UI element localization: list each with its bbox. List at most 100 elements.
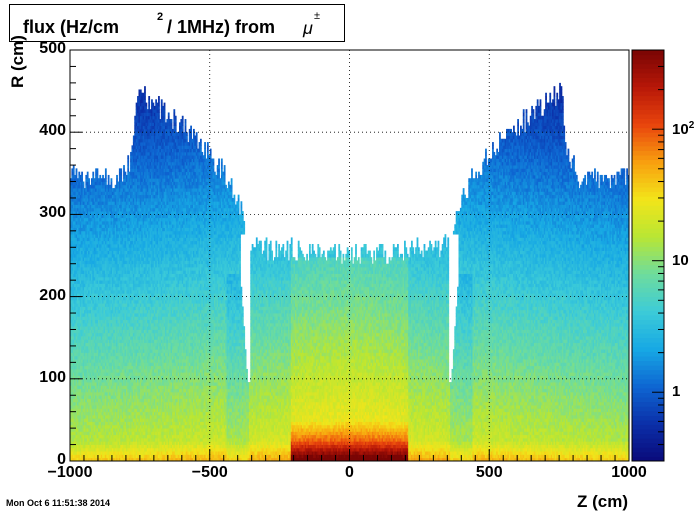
heatmap-cell <box>107 336 110 340</box>
heatmap-cell <box>92 421 95 426</box>
heatmap-cell <box>95 257 97 261</box>
heatmap-cell <box>83 411 86 416</box>
heatmap-cell <box>78 437 81 442</box>
heatmap-cell <box>90 201 93 205</box>
heatmap-cell <box>97 220 100 225</box>
heatmap-cell <box>82 332 85 337</box>
heatmap-cell <box>72 362 75 367</box>
heatmap-cell <box>74 247 76 251</box>
heatmap-cell <box>95 395 97 399</box>
heatmap-cell <box>76 253 79 258</box>
heatmap-cell <box>88 457 90 462</box>
heatmap-cell <box>71 299 74 304</box>
heatmap-cell <box>82 293 85 297</box>
heatmap-cell <box>92 174 95 179</box>
heatmap-cell <box>83 362 86 367</box>
heatmap-cell <box>100 286 103 291</box>
heatmap-cell <box>85 181 88 186</box>
heatmap-cell <box>76 454 79 459</box>
heatmap-cell <box>96 421 99 426</box>
heatmap-cell <box>90 418 93 422</box>
heatmap-cell <box>88 451 90 455</box>
heatmap-cell <box>82 273 85 278</box>
heatmap-cell <box>103 290 106 294</box>
heatmap-cell <box>100 352 103 357</box>
heatmap-cell <box>79 365 82 370</box>
heatmap-cell <box>102 191 104 196</box>
heatmap-cell <box>90 263 93 268</box>
heatmap-cell <box>78 276 81 281</box>
heatmap-cell <box>104 349 107 353</box>
heatmap-cell <box>93 345 96 350</box>
heatmap-cell <box>99 253 102 258</box>
heatmap-cell <box>99 224 102 228</box>
heatmap-cell <box>89 365 92 370</box>
heatmap-cell <box>99 339 102 344</box>
heatmap-cell <box>102 339 104 344</box>
heatmap-cell <box>76 273 79 278</box>
heatmap-cell <box>75 263 78 268</box>
heatmap-cell <box>99 355 102 360</box>
heatmap-cell <box>90 414 93 419</box>
heatmap-cell <box>83 365 86 370</box>
heatmap-cell <box>92 184 95 189</box>
heatmap-cell <box>95 234 97 238</box>
heatmap-cell <box>76 359 79 363</box>
heatmap-cell <box>81 211 83 215</box>
heatmap-cell <box>86 234 89 238</box>
heatmap-cell <box>95 214 97 219</box>
heatmap-cell <box>104 342 107 347</box>
heatmap-cell <box>95 457 97 462</box>
heatmap-cell <box>76 372 79 376</box>
heatmap-cell <box>74 411 76 416</box>
heatmap-cell <box>93 408 96 413</box>
heatmap-cell <box>83 332 86 337</box>
heatmap-cell <box>70 454 72 459</box>
heatmap-cell <box>95 332 97 337</box>
heatmap-cell <box>103 352 106 357</box>
heatmap-cell <box>104 263 107 268</box>
heatmap-cell <box>110 424 113 429</box>
heatmap-cell <box>86 414 89 419</box>
heatmap-cell <box>81 454 83 459</box>
heatmap-cell <box>86 447 89 452</box>
heatmap-cell <box>72 414 75 419</box>
heatmap-cell <box>83 257 86 261</box>
heatmap-cell <box>100 431 103 436</box>
heatmap-cell <box>92 441 95 445</box>
heatmap-cell <box>90 194 93 199</box>
heatmap-cell <box>96 306 99 311</box>
heatmap-cell <box>74 234 76 238</box>
heatmap-cell <box>109 230 111 235</box>
heatmap-cell <box>96 303 99 307</box>
heatmap-cell <box>89 207 92 212</box>
heatmap-cell <box>103 181 106 186</box>
heatmap-cell <box>79 250 82 255</box>
heatmap-cell <box>92 418 95 422</box>
heatmap-cell <box>72 447 75 452</box>
heatmap-cell <box>85 352 88 357</box>
heatmap-cell <box>100 184 103 189</box>
heatmap-cell <box>78 250 81 255</box>
heatmap-cell <box>107 270 110 274</box>
heatmap-cell <box>90 286 93 291</box>
heatmap-cell <box>72 418 75 422</box>
heatmap-cell <box>107 451 110 455</box>
heatmap-cell <box>102 184 104 189</box>
heatmap-cell <box>103 303 106 307</box>
heatmap-cell <box>95 280 97 284</box>
heatmap-cell <box>102 454 104 459</box>
heatmap-cell <box>95 365 97 370</box>
heatmap-cell <box>71 326 74 330</box>
heatmap-cell <box>107 418 110 422</box>
heatmap-cell <box>99 451 102 455</box>
heatmap-cell <box>75 250 78 255</box>
heatmap-cell <box>104 431 107 436</box>
heatmap-cell <box>103 243 106 248</box>
heatmap-cell <box>71 382 74 386</box>
heatmap-cell <box>72 336 75 340</box>
heatmap-cell <box>96 382 99 386</box>
heatmap-cell <box>86 316 89 321</box>
heatmap-cell <box>102 280 104 284</box>
heatmap-cell <box>81 391 83 396</box>
